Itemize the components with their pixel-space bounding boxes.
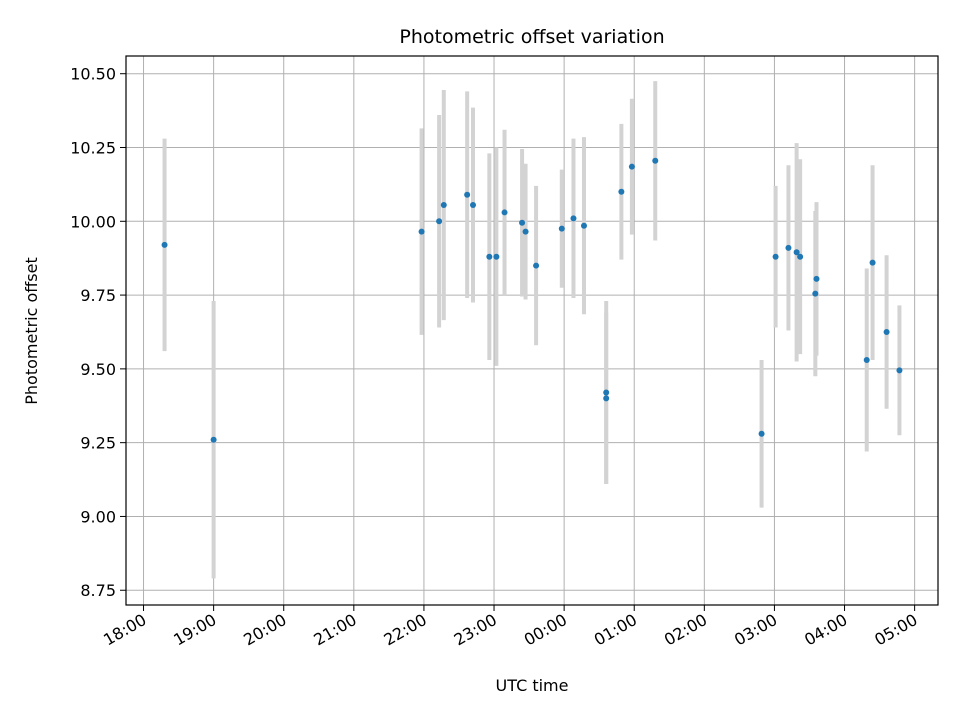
data-point [558, 225, 565, 232]
data-point [628, 163, 635, 170]
y-axis: 8.75 9.00 9.25 9.50 9.75 10.00 10.25 10.50 [70, 65, 126, 600]
data-point [797, 253, 804, 260]
data-point [440, 202, 447, 209]
data-point [210, 436, 217, 443]
data-point [883, 328, 890, 335]
data-point [519, 219, 526, 226]
data-point [652, 157, 659, 164]
y-tick-label: 10.50 [70, 65, 116, 84]
data-point [486, 253, 493, 260]
data-point [464, 191, 471, 198]
y-axis-title: Photometric offset [22, 257, 41, 405]
y-tick-label: 10.00 [70, 212, 116, 231]
data-point [813, 275, 820, 282]
data-point [501, 209, 508, 216]
data-points [161, 157, 903, 443]
data-point [493, 253, 500, 260]
data-point [896, 367, 903, 374]
y-tick-label: 9.25 [80, 434, 116, 453]
data-point [758, 430, 765, 437]
data-point [785, 244, 792, 251]
y-tick-label: 8.75 [80, 581, 116, 600]
data-point [793, 249, 800, 256]
data-point [863, 357, 870, 364]
data-point [161, 241, 168, 248]
data-point [522, 228, 529, 235]
data-point [812, 290, 819, 297]
data-point [570, 215, 577, 222]
y-tick-label: 9.50 [80, 360, 116, 379]
y-tick-label: 9.75 [80, 286, 116, 305]
data-point [603, 389, 610, 396]
data-point [603, 395, 610, 402]
data-point [533, 262, 540, 269]
plot-frame [125, 55, 939, 606]
y-tick-label: 9.00 [80, 507, 116, 526]
data-point [436, 218, 443, 225]
data-point [618, 188, 625, 195]
data-point [469, 202, 476, 209]
chart-title: Photometric offset variation [399, 26, 664, 48]
data-point [869, 259, 876, 266]
grid [126, 56, 938, 605]
data-point [772, 253, 779, 260]
y-tick-label: 10.25 [70, 139, 116, 158]
data-point [418, 228, 425, 235]
x-axis-title: UTC time [496, 676, 569, 695]
data-point [580, 222, 587, 229]
